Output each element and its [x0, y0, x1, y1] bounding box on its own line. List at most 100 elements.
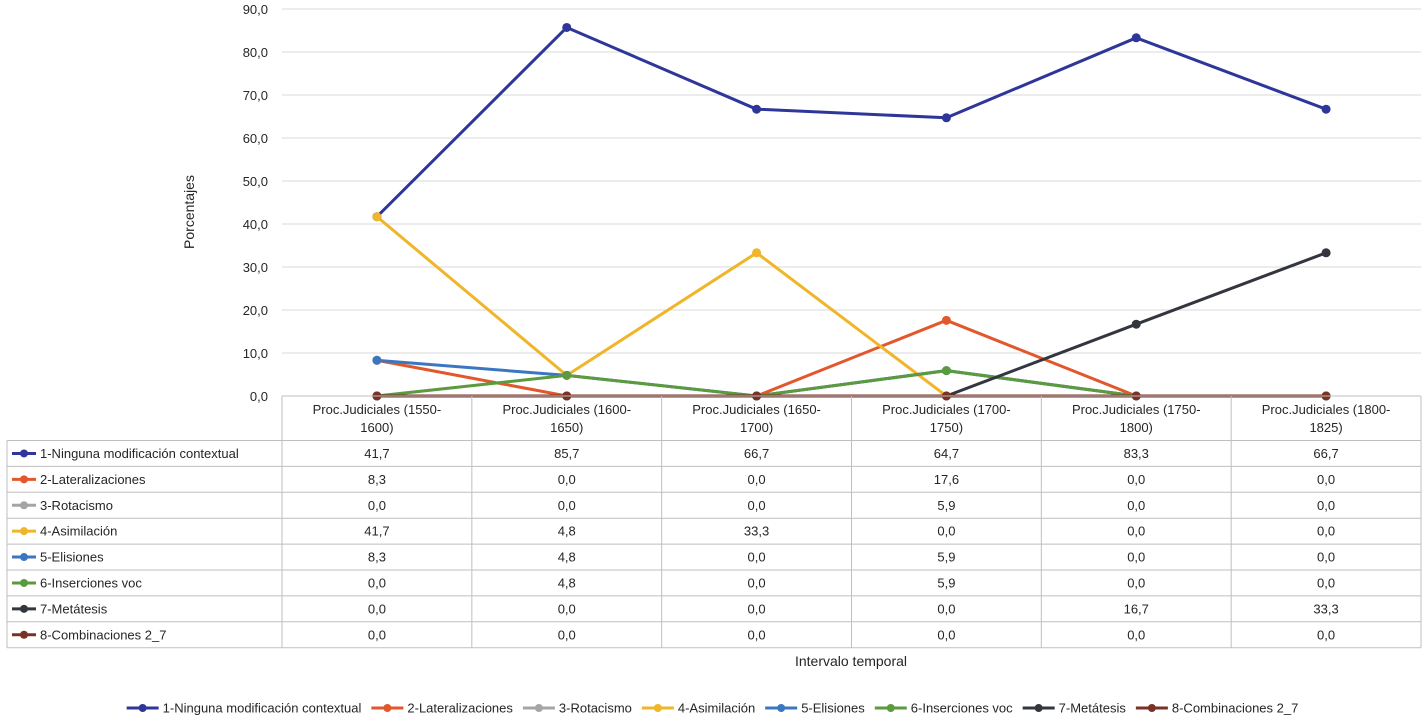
table-cell-value: 0,0 — [1127, 627, 1145, 642]
legend: 1-Ninguna modificación contextual 2-Later… — [126, 701, 1298, 716]
y-tick-label: 50,0 — [243, 174, 268, 189]
category-label: 1650) — [550, 420, 583, 435]
table-cell-value: 0,0 — [1317, 575, 1335, 590]
row-series-name: 1-Ninguna modificación contextual — [40, 446, 239, 461]
table-cell-value: 66,7 — [744, 446, 769, 461]
row-series-name: 8-Combinaciones 2_7 — [40, 627, 166, 642]
legend-key-marker — [777, 704, 786, 712]
y-axis-title: Porcentajes — [181, 175, 197, 249]
table-cell-value: 41,7 — [364, 446, 389, 461]
y-tick-labels: 0,0 10,0 20,0 30,0 40,0 50,0 60,0 70,0 80,0 90,0 — [243, 2, 268, 404]
y-tick-label: 90,0 — [243, 2, 268, 17]
series-line — [376, 358, 1327, 398]
data-point — [1131, 33, 1141, 43]
table-cell-value: 4,8 — [558, 575, 576, 590]
table-cell-value: 4,8 — [558, 550, 576, 565]
category-label: 1600) — [360, 420, 393, 435]
table-cell-value: 83,3 — [1124, 446, 1149, 461]
legend-key-marker — [1147, 704, 1156, 712]
legend-key-marker — [138, 704, 147, 712]
table-cell-value: 0,0 — [1317, 524, 1335, 539]
row-legend-key-marker — [20, 501, 28, 510]
legend-label: 6-Inserciones voc — [911, 701, 1013, 716]
category-label: Proc.Judiciales (1550- — [313, 402, 442, 417]
table-cell-value: 0,0 — [1317, 498, 1335, 513]
y-tick-label: 60,0 — [243, 131, 268, 146]
category-label: 1800) — [1120, 420, 1153, 435]
data-point — [372, 355, 382, 365]
table-cell-value: 0,0 — [558, 498, 576, 513]
table-cell-value: 0,0 — [937, 524, 955, 539]
row-series-name: 5-Elisiones — [40, 550, 104, 565]
data-point — [1131, 319, 1141, 329]
legend-label: 8-Combinaciones 2_7 — [1172, 701, 1298, 716]
y-tick-label: 40,0 — [243, 217, 268, 232]
table-cell-value: 41,7 — [364, 524, 389, 539]
data-point — [1321, 248, 1331, 258]
table-cell-value: 0,0 — [748, 498, 766, 513]
table-cell-value: 0,0 — [937, 627, 955, 642]
legend-label: 2-Lateralizaciones — [407, 701, 513, 716]
legend-key-marker — [886, 704, 895, 712]
y-gridlines — [282, 8, 1421, 397]
data-point — [752, 248, 762, 258]
data-point — [941, 366, 951, 376]
table-cell-value: 0,0 — [1127, 575, 1145, 590]
row-legend-key-marker — [20, 475, 28, 484]
legend-key-marker — [383, 704, 392, 712]
table-cell-value: 5,9 — [937, 575, 955, 590]
y-tick-label: 30,0 — [243, 260, 268, 275]
table-cell-value: 0,0 — [558, 601, 576, 616]
category-label: Proc.Judiciales (1800- — [1262, 402, 1391, 417]
data-point — [941, 315, 951, 325]
table-cell-value: 4,8 — [558, 524, 576, 539]
legend-label: 4-Asimilación — [678, 701, 755, 716]
data-point — [372, 212, 382, 222]
series-line — [375, 25, 1327, 218]
y-tick-label: 70,0 — [243, 88, 268, 103]
table-cell-value: 8,3 — [368, 550, 386, 565]
table-cell-value: 0,0 — [748, 627, 766, 642]
category-label: Proc.Judiciales (1750- — [1072, 402, 1201, 417]
row-legend-key-marker — [20, 604, 28, 613]
table-cell-value: 0,0 — [1127, 472, 1145, 487]
category-label: Proc.Judiciales (1650- — [692, 402, 821, 417]
table-cell-value: 0,0 — [368, 601, 386, 616]
row-series-name: 6-Inserciones voc — [40, 575, 142, 590]
table-cell-value: 0,0 — [368, 498, 386, 513]
series-line — [376, 369, 1327, 398]
category-label: Proc.Judiciales (1700- — [882, 402, 1011, 417]
table-cell-value: 33,3 — [744, 524, 769, 539]
table-cell-value: 85,7 — [554, 446, 579, 461]
series-lines — [372, 22, 1331, 401]
y-tick-label: 80,0 — [243, 45, 268, 60]
table-cell-value: 0,0 — [937, 601, 955, 616]
category-label: 1700) — [740, 420, 773, 435]
table-cell-value: 0,0 — [1127, 498, 1145, 513]
row-legend-key-marker — [20, 449, 28, 458]
legend-label: 5-Elisiones — [801, 701, 865, 716]
data-point — [562, 22, 572, 32]
table-cell-value: 0,0 — [748, 601, 766, 616]
table-cell-value: 0,0 — [1317, 472, 1335, 487]
row-series-name: 3-Rotacismo — [40, 498, 113, 513]
row-series-name: 4-Asimilación — [40, 524, 117, 539]
table-cell-value: 0,0 — [1317, 627, 1335, 642]
legend-label: 7-Metátesis — [1059, 701, 1127, 716]
table-cell-value: 0,0 — [748, 550, 766, 565]
table-cell-value: 5,9 — [937, 498, 955, 513]
row-legend-key-marker — [20, 553, 28, 562]
table-cell-value: 64,7 — [934, 446, 959, 461]
legend-key-marker — [653, 704, 662, 712]
x-axis-title: Intervalo temporal — [795, 653, 907, 669]
table-cell-value: 0,0 — [1317, 550, 1335, 565]
table-cell-value: 0,0 — [558, 472, 576, 487]
category-label: 1825) — [1309, 420, 1342, 435]
table-cell-value: 0,0 — [748, 575, 766, 590]
row-legend-key-marker — [20, 527, 28, 536]
table-cell-value: 66,7 — [1313, 446, 1338, 461]
row-legend-key-marker — [20, 578, 28, 587]
table-cell-value: 17,6 — [934, 472, 959, 487]
category-label: 1750) — [930, 420, 963, 435]
